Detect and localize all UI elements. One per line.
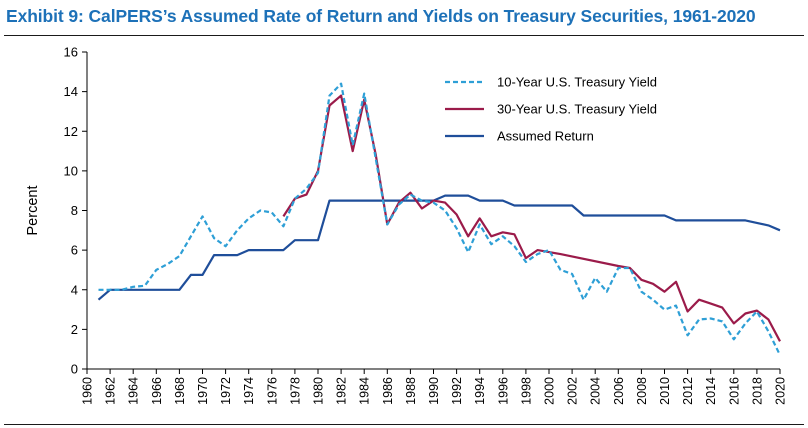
x-tick-label: 2004 [589,377,603,405]
y-tick-label: 8 [71,203,78,218]
bottom-divider [4,424,804,425]
x-tick-label: 2012 [681,377,695,405]
legend-label: Assumed Return [497,129,594,144]
x-tick-label: 1992 [450,377,464,405]
title-divider [4,35,804,36]
y-axis-label: Percent [25,186,41,236]
x-tick-label: 2002 [566,377,580,405]
x-tick-label: 1994 [473,377,487,405]
x-tick-label: 2000 [543,377,557,405]
y-tick-label: 4 [71,282,78,297]
x-tick-label: 1990 [427,377,441,405]
x-tick-label: 1978 [288,377,302,405]
x-tick-label: 2014 [704,377,718,405]
x-tick-label: 1962 [104,377,118,405]
x-tick-label: 1982 [335,377,349,405]
series-line-30-year-u-s-treasury-yield [282,94,781,342]
x-tick-label: 2016 [727,377,741,405]
x-tick-label: 1980 [312,377,326,405]
series-line-assumed-return [97,194,781,301]
x-tick-label: 1976 [265,377,279,405]
x-tick-label: 2010 [658,377,672,405]
x-tick-label: 1970 [196,377,210,405]
x-tick-label: 2006 [612,377,626,405]
y-tick-label: 14 [64,84,78,99]
x-tick-label: 1964 [127,377,141,405]
chart-axes: 0 2 4 6 8 10 12 14 16 1960 1962 1964 1966 1968 1970 197… [25,45,788,405]
y-tick-label: 12 [64,124,78,139]
page-title: Exhibit 9: CalPERS’s Assumed Rate of Ret… [6,6,756,26]
x-tick-label: 2008 [635,377,649,405]
y-tick-label: 10 [64,163,78,178]
legend-label: 30-Year U.S. Treasury Yield [497,102,657,117]
x-tick-label: 1988 [404,377,418,405]
y-tick-label: 0 [71,362,78,377]
chart-series [97,82,781,356]
legend-label: 10-Year U.S. Treasury Yield [497,75,657,90]
x-tick-label: 1966 [150,377,164,405]
x-tick-label: 1972 [219,377,233,405]
x-tick-label: 1984 [358,377,372,405]
y-tick-label: 6 [71,243,78,258]
x-tick-label: 2018 [750,377,764,405]
x-tick-label: 1996 [496,377,510,405]
chart-legend: 10-Year U.S. Treasury Yield 30-Year U.S. … [445,75,657,144]
x-tick-label: 1960 [81,377,95,405]
x-tick-label: 2020 [774,377,788,405]
x-tick-label: 1986 [381,377,395,405]
y-tick-label: 2 [71,322,78,337]
x-tick-label: 1998 [519,377,533,405]
x-tick-label: 1974 [242,377,256,405]
x-tick-label: 1968 [173,377,187,405]
y-tick-label: 16 [64,45,78,60]
